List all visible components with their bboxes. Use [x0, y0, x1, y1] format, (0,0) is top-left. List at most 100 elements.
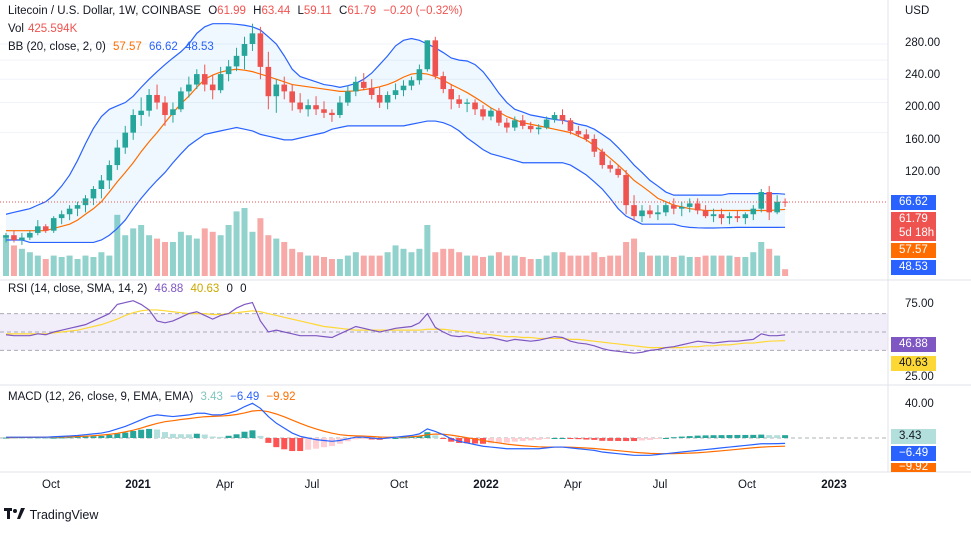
candle-body [225, 66, 232, 75]
candle-body [456, 99, 462, 104]
tradingview-brand[interactable]: TradingView [4, 507, 98, 522]
volume-bar [384, 252, 391, 276]
macd-histogram-bar [169, 433, 176, 438]
macd-line-tag: −6.49 [891, 446, 936, 461]
time-tick-label: Apr [216, 479, 234, 491]
macd-histogram-bar [416, 435, 423, 438]
candle-body [567, 120, 574, 131]
candle-body [162, 102, 168, 116]
rsi-line [5, 300, 786, 354]
candle-body [305, 105, 311, 110]
candle-body [201, 74, 208, 85]
volume-bar [567, 255, 574, 276]
macd-histogram-bar [646, 438, 653, 440]
time-tick-label: Jul [305, 479, 320, 491]
macd-histogram-bar [408, 436, 415, 438]
currency-label: USD [905, 5, 930, 17]
macd-histogram-bar [774, 435, 781, 438]
volume-bar [98, 252, 105, 276]
volume-bar [782, 269, 789, 276]
time-tick-label: Apr [564, 479, 582, 491]
macd-histogram-bar [138, 429, 145, 438]
footer [0, 503, 971, 533]
candle-body [686, 203, 693, 207]
candle-body [734, 216, 741, 219]
macd-histogram-bar [567, 438, 574, 439]
macd-histogram-bar [607, 438, 614, 441]
candle-body [98, 180, 105, 190]
macd-histogram-bar [670, 437, 677, 439]
candle-body [519, 120, 526, 126]
candle-body [19, 237, 25, 240]
macd-pane [0, 402, 888, 456]
macd-histogram-bar [297, 438, 304, 452]
macd-tick: 40.00 [905, 398, 934, 410]
volume-bar [448, 248, 455, 276]
volume-bar [154, 238, 161, 276]
macd-histogram-bar [209, 436, 216, 438]
candle-body [42, 226, 49, 231]
macd-histogram-bar [766, 435, 773, 438]
candle-body [50, 218, 57, 231]
volume-bar [162, 242, 168, 276]
macd-histogram-bar [321, 438, 327, 448]
rsi-tick: 25.00 [905, 371, 934, 383]
volume-bar [90, 256, 97, 276]
candle-body [58, 214, 65, 219]
volume-bar [662, 255, 669, 276]
macd-histogram-bar [233, 434, 240, 438]
time-tick-label: 2023 [821, 479, 847, 491]
volume-bar [750, 252, 757, 276]
candle-body [233, 55, 240, 67]
volume-bar [241, 208, 248, 276]
volume-bar [34, 255, 41, 276]
macd-histogram-bar [503, 438, 510, 443]
macd-histogram-bar [98, 435, 105, 438]
candle-body [559, 115, 566, 121]
candle-body [146, 94, 152, 111]
rsi-pane [0, 300, 888, 354]
volume-bar [74, 259, 81, 276]
macd-line-value: −6.49 [230, 391, 260, 403]
candle-body [774, 201, 780, 213]
macd-histogram-bar [106, 435, 113, 438]
candle-body [448, 89, 454, 100]
volume-bar [26, 252, 33, 276]
candle-body [186, 84, 192, 92]
volume-bar [527, 259, 534, 276]
macd-histogram-bar [487, 438, 494, 444]
candle-body [678, 206, 685, 209]
brand-name: TradingView [29, 508, 99, 522]
macd-histogram-bar [678, 436, 685, 438]
volume-value: 425.594K [28, 23, 78, 35]
high-value: 63.44 [261, 5, 291, 17]
macd-histogram-bar [82, 436, 89, 438]
candle-body [241, 44, 248, 56]
volume-bar [615, 255, 622, 276]
candle-body [217, 74, 224, 91]
candle-body [488, 110, 494, 117]
volume-bar [177, 231, 184, 276]
candle-body [178, 91, 184, 110]
candle-body [360, 81, 367, 88]
rsi-sma-value: 40.63 [190, 283, 220, 295]
candle-body [289, 91, 295, 103]
macd-histogram-bar [392, 438, 399, 439]
candle-body [607, 165, 613, 169]
candle-body [345, 91, 351, 103]
macd-histogram-bar [519, 438, 526, 441]
time-tick-label: 2022 [473, 479, 499, 491]
candle-body [480, 109, 486, 117]
time-tick-label: Oct [390, 479, 409, 491]
volume-bar [511, 255, 518, 276]
candle-body [464, 102, 470, 104]
candle-body [766, 192, 772, 213]
volume-bar [138, 225, 145, 276]
macd-histogram-bar [146, 428, 153, 438]
price-tick: 280.00 [905, 37, 941, 49]
volume-bar [392, 245, 399, 276]
volume-bar [607, 255, 614, 276]
macd-histogram-bar [154, 429, 161, 438]
candle-body [400, 85, 407, 91]
candle-body [154, 94, 160, 103]
